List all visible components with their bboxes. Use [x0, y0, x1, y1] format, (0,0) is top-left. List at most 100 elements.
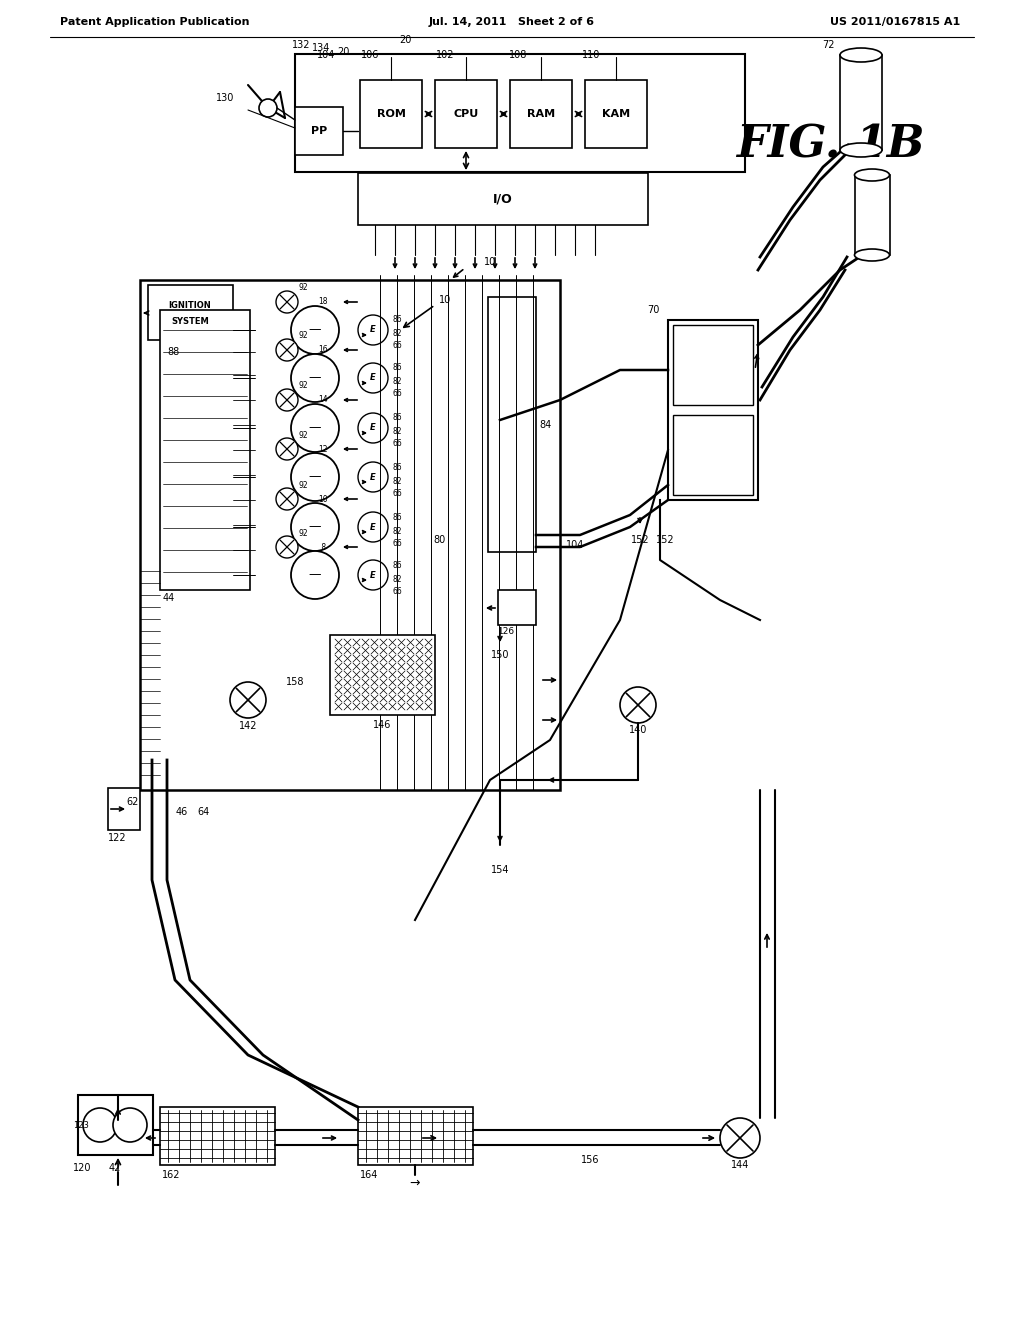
Text: 126: 126: [498, 627, 515, 636]
Text: 146: 146: [373, 719, 391, 730]
Text: 134: 134: [312, 44, 330, 53]
Ellipse shape: [854, 169, 890, 181]
Text: —: —: [309, 371, 322, 384]
Text: US 2011/0167815 A1: US 2011/0167815 A1: [829, 17, 961, 26]
Text: 12: 12: [318, 445, 328, 454]
Text: 10: 10: [484, 257, 496, 267]
Bar: [160, 1107, 275, 1166]
Ellipse shape: [840, 48, 882, 62]
Text: —: —: [309, 421, 322, 434]
Text: 20: 20: [398, 36, 412, 45]
Text: 20: 20: [337, 48, 349, 57]
Circle shape: [358, 560, 388, 590]
Circle shape: [276, 438, 298, 459]
Text: E: E: [370, 570, 376, 579]
Text: 150: 150: [490, 649, 509, 660]
Text: 84: 84: [539, 420, 551, 430]
Text: 144: 144: [731, 1160, 750, 1170]
Circle shape: [291, 453, 339, 502]
Text: 70: 70: [647, 305, 659, 315]
Bar: [148, 285, 233, 341]
Circle shape: [113, 1107, 147, 1142]
Text: 44: 44: [163, 593, 175, 603]
Text: 92: 92: [298, 528, 308, 537]
Bar: [330, 635, 435, 715]
Bar: [295, 54, 745, 172]
Text: 82: 82: [392, 330, 401, 338]
Text: 82: 82: [392, 428, 401, 437]
Text: 46: 46: [176, 807, 188, 817]
Circle shape: [259, 99, 278, 117]
Text: CPU: CPU: [454, 110, 478, 119]
Circle shape: [358, 315, 388, 345]
Bar: [358, 1107, 473, 1166]
Text: 82: 82: [392, 477, 401, 486]
Bar: [510, 81, 572, 148]
Circle shape: [620, 686, 656, 723]
Text: 104: 104: [566, 540, 584, 550]
Circle shape: [276, 488, 298, 510]
Circle shape: [291, 404, 339, 451]
Text: 86: 86: [392, 462, 401, 471]
Text: 16: 16: [318, 346, 328, 355]
Circle shape: [291, 306, 339, 354]
Text: —: —: [309, 569, 322, 582]
Circle shape: [358, 462, 388, 492]
Text: 86: 86: [392, 512, 401, 521]
Bar: [668, 319, 758, 500]
Bar: [673, 414, 753, 495]
Text: —: —: [309, 470, 322, 483]
Circle shape: [230, 682, 266, 718]
Circle shape: [291, 550, 339, 599]
Text: 66: 66: [392, 488, 401, 498]
Circle shape: [358, 413, 388, 444]
Text: I/O: I/O: [494, 193, 513, 206]
Text: 142: 142: [239, 721, 257, 731]
Bar: [358, 173, 648, 224]
Text: 86: 86: [392, 561, 401, 569]
Bar: [673, 325, 753, 405]
Text: 82: 82: [392, 527, 401, 536]
Bar: [160, 310, 250, 590]
Text: 86: 86: [392, 413, 401, 422]
Text: 92: 92: [298, 381, 308, 391]
Bar: [585, 81, 647, 148]
Bar: [360, 81, 422, 148]
Text: E: E: [370, 523, 376, 532]
Circle shape: [358, 363, 388, 393]
Text: 66: 66: [392, 586, 401, 595]
Text: Patent Application Publication: Patent Application Publication: [60, 17, 250, 26]
Text: E: E: [370, 374, 376, 383]
Text: 42: 42: [109, 1163, 121, 1173]
Bar: [108, 788, 140, 830]
Text: 132: 132: [292, 40, 310, 50]
Text: 120: 120: [73, 1163, 91, 1173]
Text: 10: 10: [318, 495, 328, 503]
Ellipse shape: [840, 143, 882, 157]
Circle shape: [720, 1118, 760, 1158]
Text: 92: 92: [298, 331, 308, 341]
Ellipse shape: [854, 249, 890, 261]
Text: 66: 66: [392, 539, 401, 548]
Bar: [855, 176, 890, 255]
Text: 122: 122: [108, 833, 127, 843]
Text: —: —: [309, 520, 322, 533]
Text: 102: 102: [436, 50, 455, 59]
Text: 80: 80: [434, 535, 446, 545]
Text: 92: 92: [298, 430, 308, 440]
Text: PP: PP: [311, 125, 327, 136]
Text: 152: 152: [655, 535, 675, 545]
Text: 104: 104: [316, 50, 335, 59]
Bar: [498, 590, 536, 624]
Text: IGNITION: IGNITION: [169, 301, 211, 309]
Text: 10: 10: [439, 294, 452, 305]
Text: 62: 62: [127, 797, 139, 807]
Bar: [140, 280, 560, 789]
Text: 64: 64: [197, 807, 209, 817]
Text: E: E: [370, 326, 376, 334]
Text: SYSTEM: SYSTEM: [171, 318, 209, 326]
Text: 8: 8: [319, 543, 327, 552]
Text: ROM: ROM: [377, 110, 406, 119]
Circle shape: [358, 512, 388, 543]
Text: 82: 82: [392, 574, 401, 583]
